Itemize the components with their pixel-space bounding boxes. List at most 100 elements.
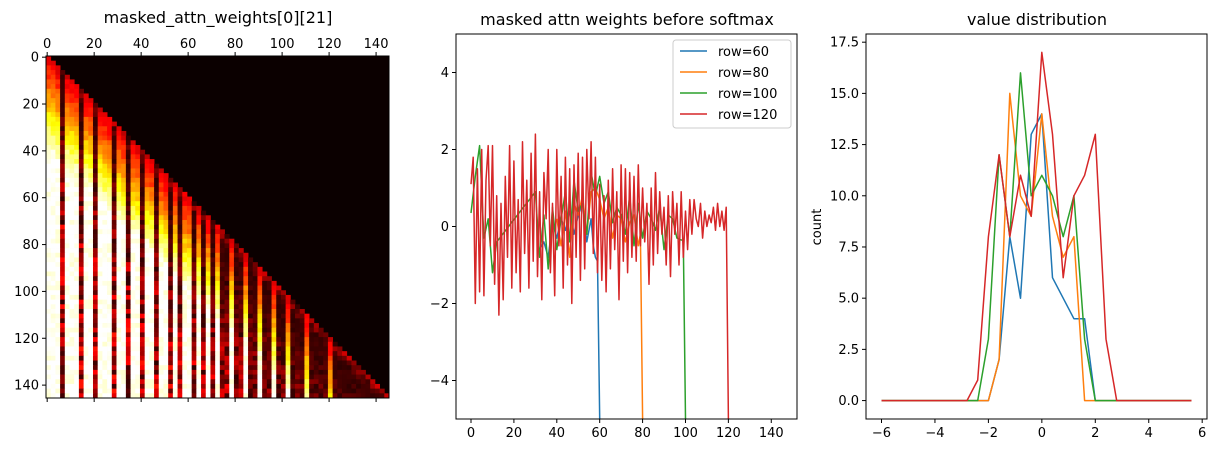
heatmap-cell [243,365,249,371]
heatmap-cell [224,266,230,272]
heatmap-cell [229,299,235,305]
heatmap-cell [271,383,277,390]
heatmap-cell [116,388,122,394]
heatmap-cell [271,365,277,371]
heatmap-cell [83,116,89,122]
heatmap-cell [125,154,131,160]
heatmap-cell [365,393,371,399]
heatmap-cell [116,299,122,305]
heatmap-cell [46,271,52,277]
heatmap-cell [172,327,178,333]
heatmap-cell [64,280,70,286]
heatmap-cell [121,393,127,399]
heatmap-cell [304,332,310,338]
heatmap-cell [111,337,117,343]
heatmap-cell [144,187,150,193]
heatmap-cell [97,351,103,357]
heatmap-cell [262,355,268,361]
heatmap-cell [116,187,122,193]
heatmap-cell [69,187,75,193]
heatmap-cell [313,393,319,399]
heatmap-cell [205,224,211,230]
heatmap-cell [107,121,113,127]
heatmap-cell [313,369,319,375]
heatmap-cell [60,327,66,333]
heatmap-cell [50,365,56,371]
heatmap-cell [60,346,66,352]
heatmap-cell [177,346,183,352]
heatmap-cell [163,285,169,291]
heatmap-cell [168,365,174,371]
heatmap-cell [50,201,56,207]
heatmap-cell [266,337,272,343]
heatmap-cell [121,173,127,179]
heatmap-cell [46,276,52,282]
heatmap-cell [46,116,52,122]
heatmap-cell [111,318,117,324]
heatmap-cell [351,365,357,371]
heatmap-cell [262,379,268,385]
heatmap-cell [92,238,99,244]
heatmap-cell [229,388,235,394]
heatmap-cell [46,332,52,338]
heatmap-cell [158,313,164,319]
heatmap-cell [271,299,277,305]
heatmap-cell [252,374,258,380]
heatmap-cell [154,191,160,197]
heatmap-cell [74,290,80,296]
line-xtick-label: 120 [716,426,741,441]
heatmap-cell [69,93,75,99]
heatmap-cell [158,351,164,357]
heatmap-cell [219,238,225,244]
heatmap-cell [121,360,127,366]
heatmap-cell [102,355,108,361]
heatmap-cell [102,257,108,263]
heatmap-cell [252,262,258,268]
heatmap-cell [215,299,221,305]
heatmap-cell [74,243,80,249]
heatmap-cell [64,252,70,258]
heatmap-cell [130,285,136,291]
heatmap-cell [337,393,343,399]
heatmap-cell [342,369,348,375]
heatmap-cell [88,351,94,357]
heatmap-cell [163,360,169,366]
heatmap-cell [125,276,131,282]
heatmap-cell [285,355,291,361]
heatmap-cell [149,276,155,282]
heatmap-cell [74,145,80,151]
heatmap-cell [172,323,178,329]
heatmap-cell [69,337,75,343]
heatmap-cell [74,112,80,118]
heatmap-cell [88,393,94,399]
heatmap-cell [83,163,89,169]
heatmap-cell [46,210,52,216]
heatmap-cell [182,262,188,268]
heatmap-cell [177,243,183,249]
heatmap-cell [111,266,117,272]
heatmap-cell [92,243,99,249]
heatmap-cell [92,332,99,338]
heatmap-cell [205,257,211,263]
heatmap-cell [78,201,84,207]
heatmap-cell [78,294,84,301]
heatmap-cell [149,285,155,291]
heatmap-cell [182,280,188,286]
heatmap-cell [196,248,202,254]
heatmap-cell [351,369,357,375]
heatmap-cell [337,379,343,385]
heatmap-cell [280,388,287,394]
heatmap-cell [83,149,89,155]
heatmap-cell [116,266,122,272]
heatmap-cell [111,374,117,380]
heatmap-cell [163,374,169,380]
heatmap-cell [69,299,75,305]
heatmap-cell [280,332,287,338]
heatmap-cell [88,130,94,137]
heatmap-cell [92,196,99,202]
heatmap-cell [78,196,84,202]
heatmap-cell [168,177,174,183]
heatmap-cell [210,299,216,305]
heatmap-cell [271,346,277,352]
heatmap-cell [224,341,230,347]
